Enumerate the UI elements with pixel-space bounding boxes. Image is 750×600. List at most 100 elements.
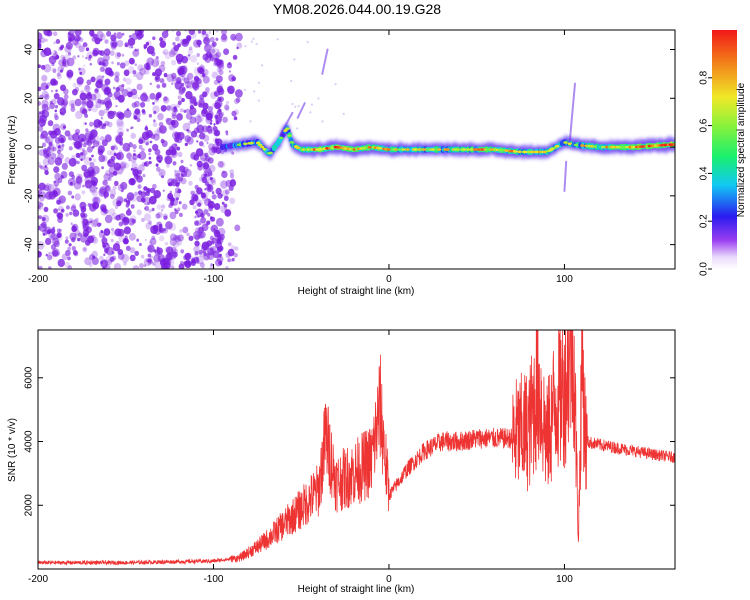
spectrogram-frame: [37, 29, 676, 270]
noise-dot: [168, 204, 171, 208]
noise-dot: [154, 149, 161, 156]
noise-dot: [215, 145, 220, 150]
noise-dot: [82, 223, 87, 228]
noise-dot: [159, 40, 167, 48]
noise-dot: [147, 253, 152, 258]
noise-dot: [158, 159, 162, 164]
noise-dot: [103, 48, 111, 56]
noise-dot: [74, 193, 81, 201]
noise-dot: [79, 92, 87, 101]
ridge-core: [542, 150, 547, 154]
noise-dot: [92, 236, 99, 244]
noise-dot: [103, 68, 108, 74]
noise-dot: [151, 51, 156, 57]
noise-dot: [204, 43, 208, 48]
noise-dot: [174, 169, 177, 172]
noise-dot: [67, 246, 71, 251]
noise-dot: [212, 126, 218, 132]
noise-dot: [102, 241, 105, 245]
noise-dot: [177, 59, 182, 65]
noise-dot: [196, 242, 201, 248]
noise-dot: [162, 48, 169, 56]
noise-dot: [225, 106, 230, 112]
noise-dot: [144, 69, 150, 75]
noise-dot: [70, 106, 76, 112]
noise-dot: [68, 243, 72, 247]
noise-dot: [126, 199, 131, 205]
ridge-core: [523, 150, 528, 154]
noise-dot: [124, 42, 129, 48]
noise-dot: [166, 163, 170, 168]
noise-dot: [85, 226, 92, 234]
noise-dot: [164, 155, 173, 165]
noise-dot: [76, 35, 82, 42]
noise-dot: [117, 84, 125, 92]
noise-dot: [91, 154, 94, 158]
noise-dot: [210, 248, 213, 252]
noise-dot: [177, 188, 182, 194]
noise-dot: [127, 66, 135, 74]
noise-dot: [152, 36, 156, 41]
noise-dot: [84, 257, 92, 266]
noise-dot: [76, 160, 80, 165]
noise-dot: [276, 38, 279, 41]
noise-dot: [68, 33, 75, 42]
noise-dot: [185, 112, 193, 120]
noise-dot: [195, 148, 204, 157]
noise-dot: [41, 217, 46, 222]
noise-dot: [64, 261, 71, 269]
noise-dot: [159, 78, 165, 84]
noise-dot: [165, 105, 171, 111]
noise-dot: [156, 204, 162, 210]
noise-dot: [85, 84, 90, 90]
noise-dot: [160, 105, 167, 112]
noise-dot: [72, 133, 80, 142]
noise-dot: [152, 261, 156, 266]
noise-dot: [114, 76, 120, 82]
noise-dot: [128, 218, 135, 226]
noise-dot: [92, 145, 95, 149]
noise-dot: [77, 55, 80, 58]
noise-dot: [57, 65, 64, 73]
x-tick-label: -200: [28, 274, 48, 285]
noise-dot: [137, 170, 142, 175]
noise-dot: [63, 106, 67, 110]
noise-dot: [199, 94, 205, 100]
noise-dot: [51, 67, 57, 73]
noise-dot: [227, 248, 235, 257]
noise-dot: [110, 155, 116, 161]
noise-dot: [121, 88, 129, 97]
noise-dot: [38, 215, 42, 220]
noise-dot: [108, 177, 112, 181]
noise-dot: [196, 53, 200, 57]
ridge-core: [445, 148, 450, 151]
noise-dot: [92, 181, 98, 187]
noise-dot: [215, 258, 222, 267]
ridge-core: [260, 145, 265, 149]
noise-dot: [189, 164, 193, 167]
noise-dot: [104, 100, 113, 109]
noise-dot: [148, 152, 151, 156]
noise-dot: [145, 64, 151, 71]
noise-dot: [154, 68, 162, 77]
noise-dot: [47, 254, 53, 261]
ridge-core: [283, 129, 288, 132]
noise-dot: [41, 221, 47, 229]
noise-dot: [152, 122, 158, 128]
noise-dot: [53, 41, 56, 45]
noise-dot: [150, 187, 156, 194]
noise-dot: [79, 106, 87, 114]
noise-dot: [45, 38, 49, 42]
noise-dot: [150, 225, 159, 234]
noise-dot: [204, 43, 212, 53]
x-tick-label: 100: [556, 274, 573, 285]
x-tick-label: 100: [556, 574, 573, 585]
noise-dot: [38, 162, 42, 167]
noise-dot: [157, 113, 164, 121]
noise-dot: [154, 129, 161, 137]
noise-dot: [210, 43, 215, 49]
noise-dot: [145, 125, 148, 128]
noise-dot: [41, 74, 48, 82]
noise-dot: [159, 125, 167, 134]
noise-dot: [206, 220, 211, 226]
